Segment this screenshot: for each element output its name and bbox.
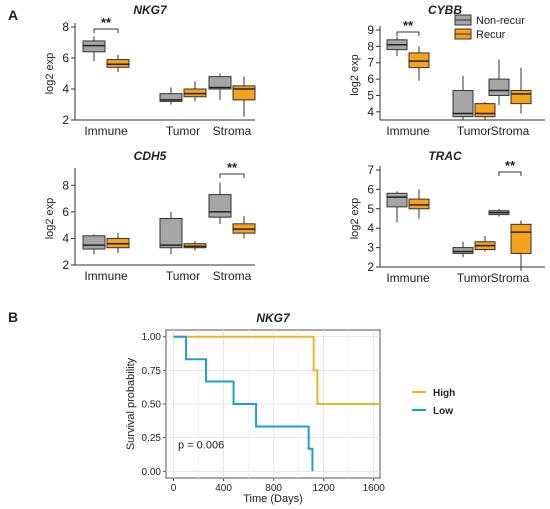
y-tick-label: 5 [367, 88, 374, 102]
y-tick-label: 7 [367, 56, 374, 70]
y-tick-label: 2 [62, 258, 69, 272]
box-non-recur [82, 40, 106, 53]
x-category-label: Immune [386, 124, 430, 138]
y-tick-label: 2 [62, 113, 69, 127]
y-tick-label: 5 [367, 202, 374, 216]
panel-label-a: A [8, 7, 18, 23]
y-tick-label: 0.75 [142, 366, 162, 377]
chart-title: CDH5 [134, 149, 167, 163]
y-tick-label: 3 [367, 241, 374, 255]
x-category-label: Stroma [491, 271, 530, 285]
boxplot-cybb: CYBB log2 exp 4 5 6 7 8 9 Immune Tumor Stroma ** [349, 3, 545, 138]
boxplot-trac: TRAC log2 exp 2 3 4 5 6 7 Immune Tumor Stroma ** [349, 149, 545, 285]
box-non-recur [488, 78, 510, 96]
km-curve-low [173, 335, 314, 472]
box-non-recur [159, 218, 183, 249]
box-non-recur [386, 192, 408, 208]
x-tick-label: 400 [215, 483, 232, 494]
km-legend-label-high: High [433, 388, 455, 399]
x-category-label: Tumor [166, 124, 200, 138]
x-axis-label: Time (Days) [243, 493, 302, 505]
significance-label: ** [227, 160, 238, 175]
y-tick-label: 0.00 [142, 467, 162, 478]
y-axis-label: log2 exp [44, 53, 56, 95]
box-non-recur [452, 90, 474, 118]
km-curve-high [173, 335, 380, 405]
y-tick-label: 7 [367, 163, 374, 177]
y-tick-label: 6 [367, 182, 374, 196]
y-tick-label: 6 [62, 51, 69, 65]
box-recur [232, 85, 256, 101]
y-tick-label: 0.50 [142, 400, 162, 411]
y-tick-label: 0.25 [142, 433, 162, 444]
box-recur [510, 90, 532, 105]
box-non-recur [208, 76, 232, 90]
panel-label-b: B [8, 309, 18, 325]
box-non-recur [452, 247, 474, 254]
chart-title: NKG7 [133, 3, 168, 17]
y-tick-label: 4 [62, 82, 69, 96]
box-non-recur [82, 235, 106, 250]
y-tick-label: 4 [367, 105, 374, 119]
x-category-label: Stroma [491, 124, 530, 138]
y-tick-label: 1.00 [142, 332, 162, 343]
legend-label-nonrecur: Non-recur [476, 15, 525, 27]
x-category-label: Immune [84, 124, 128, 138]
y-axis-label: log2 exp [349, 54, 361, 96]
y-tick-label: 4 [367, 221, 374, 235]
km-title: NKG7 [256, 311, 291, 325]
x-category-label: Tumor [457, 124, 491, 138]
box-recur [510, 223, 532, 254]
significance-bracket [498, 171, 522, 176]
y-tick-label: 4 [62, 231, 69, 245]
box-non-recur [208, 194, 232, 218]
box-recur [474, 103, 496, 118]
boxplot-cdh5: CDH5 log2 exp 2 4 6 8 Immune Tumor Stroma ** [44, 149, 256, 283]
x-category-label: Tumor [457, 271, 491, 285]
y-axis-label: Survival probability [125, 357, 137, 450]
box-recur [408, 198, 430, 210]
box-recur [408, 52, 430, 69]
box-recur [183, 88, 207, 98]
y-tick-label: 8 [367, 39, 374, 53]
significance-label: ** [101, 15, 112, 30]
significance-label: ** [403, 18, 414, 33]
km-plot: NKG7 0 400 800 1200 1600 0.00 0.25 0.50 0.75 1.00 T… [125, 311, 455, 505]
x-tick-label: 1200 [313, 483, 336, 494]
legend: Non-recur Recur [454, 14, 525, 41]
box-recur [106, 59, 130, 68]
x-tick-label: 800 [265, 483, 282, 494]
y-tick-label: 6 [62, 205, 69, 219]
boxplot-nkg7: NKG7 log2 exp 2 4 6 8 Immune Tumor Stroma ** [44, 3, 256, 138]
legend-label-recur: Recur [476, 29, 506, 41]
y-tick-label: 2 [367, 260, 374, 274]
km-legend-label-low: Low [433, 406, 453, 417]
x-category-label: Immune [386, 271, 430, 285]
box-non-recur [159, 93, 183, 102]
p-value-annotation: p = 0.006 [178, 439, 224, 451]
x-category-label: Immune [84, 269, 128, 283]
x-category-label: Stroma [213, 124, 252, 138]
y-tick-label: 9 [367, 23, 374, 37]
x-category-label: Tumor [166, 269, 200, 283]
significance-bracket [93, 28, 119, 33]
significance-bracket [396, 31, 420, 36]
significance-label: ** [505, 158, 516, 173]
chart-title: TRAC [428, 149, 462, 163]
y-tick-label: 6 [367, 72, 374, 86]
y-tick-label: 8 [62, 20, 69, 34]
y-axis-label: log2 exp [44, 198, 56, 240]
significance-bracket [219, 173, 245, 178]
y-tick-label: 8 [62, 178, 69, 192]
x-tick-label: 0 [171, 483, 177, 494]
chart-title: CYBB [428, 3, 462, 17]
y-axis-label: log2 exp [349, 198, 361, 240]
x-category-label: Stroma [213, 269, 252, 283]
x-tick-label: 1600 [363, 483, 386, 494]
